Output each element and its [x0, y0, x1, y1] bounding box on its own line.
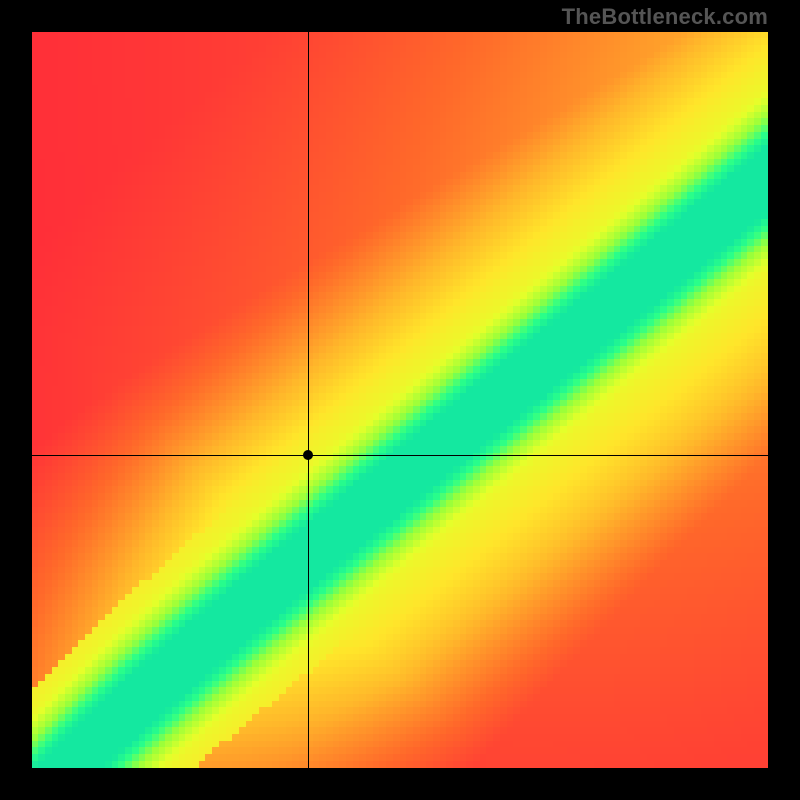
crosshair-marker [303, 450, 313, 460]
heatmap-canvas [32, 32, 768, 768]
watermark-text: TheBottleneck.com [562, 4, 768, 30]
crosshair-horizontal [32, 455, 768, 456]
crosshair-vertical [308, 32, 309, 768]
heatmap-plot [32, 32, 768, 768]
